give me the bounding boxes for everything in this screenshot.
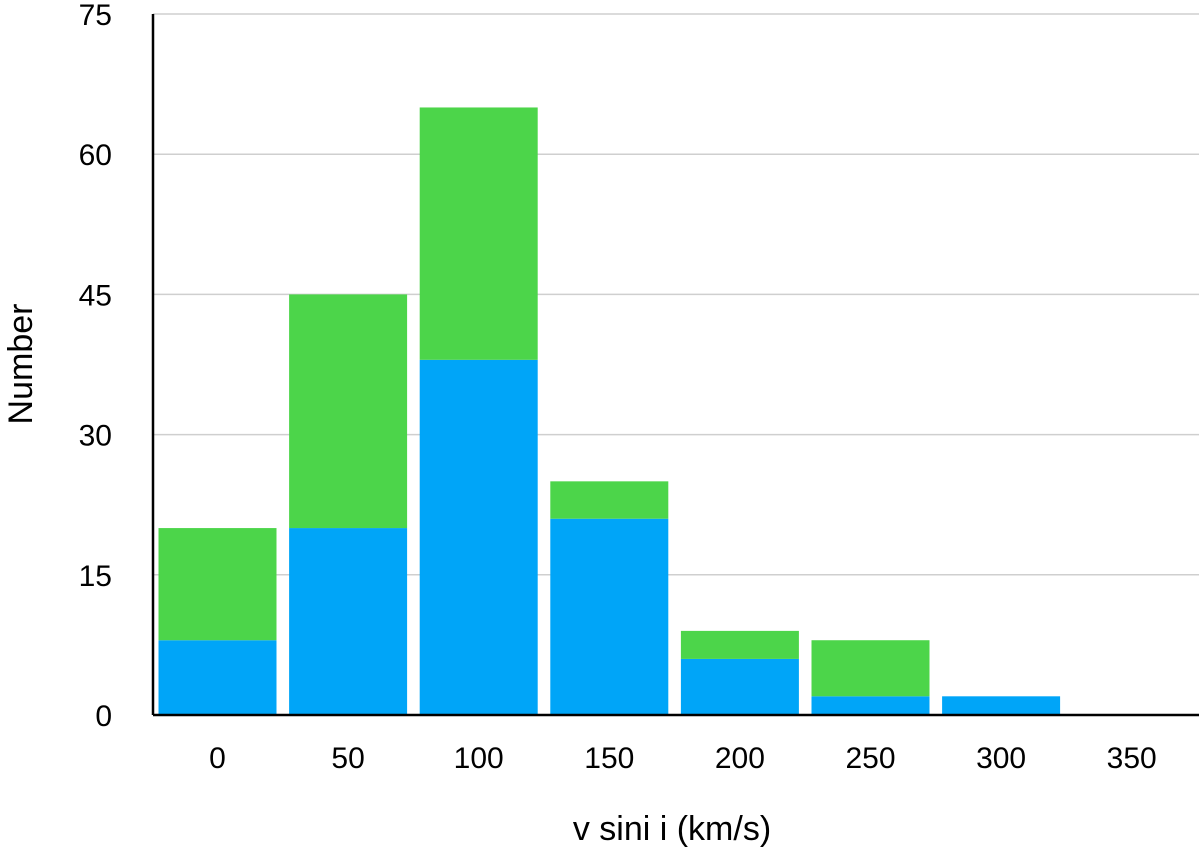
bar-segment-series-2-100 (419, 107, 538, 360)
y-tick-label: 15 (79, 560, 112, 593)
y-tick-label: 0 (95, 700, 112, 733)
bar-segment-series-2-250 (811, 640, 930, 697)
bar-segment-series-1-150 (550, 518, 669, 715)
x-tick-label: 350 (1107, 742, 1157, 775)
bar-segment-series-2-50 (289, 294, 408, 529)
axes (151, 14, 1199, 717)
bars (158, 107, 1061, 715)
y-tick-label: 60 (79, 139, 112, 172)
bar-segment-series-1-200 (680, 658, 799, 715)
x-tick-label: 250 (845, 742, 895, 775)
y-axis-label: Number (2, 304, 40, 425)
x-tick-label: 200 (715, 742, 765, 775)
y-tick-labels: 0 15 30 45 60 75 (79, 0, 112, 733)
bar-segment-series-2-150 (550, 481, 669, 519)
x-tick-labels: 0 50 100 150 200 250 300 350 (209, 742, 1157, 775)
y-tick-label: 45 (79, 279, 112, 312)
bar-segment-series-2-200 (680, 630, 799, 659)
x-axis-label: v sini i (km/s) (573, 810, 771, 848)
x-tick-label: 100 (454, 742, 504, 775)
y-tick-label: 75 (79, 0, 112, 32)
x-tick-label: 300 (976, 742, 1026, 775)
bar-segment-series-1-250 (811, 696, 930, 715)
bar-segment-series-1-50 (289, 528, 408, 715)
x-tick-label: 0 (209, 742, 226, 775)
bar-segment-series-1-100 (419, 359, 538, 715)
x-tick-label: 150 (584, 742, 634, 775)
bar-segment-series-1-0 (158, 640, 277, 715)
bar-segment-series-1-300 (942, 696, 1061, 715)
y-tick-label: 30 (79, 420, 112, 453)
bar-segment-series-2-0 (158, 528, 277, 641)
x-tick-label: 50 (331, 742, 364, 775)
